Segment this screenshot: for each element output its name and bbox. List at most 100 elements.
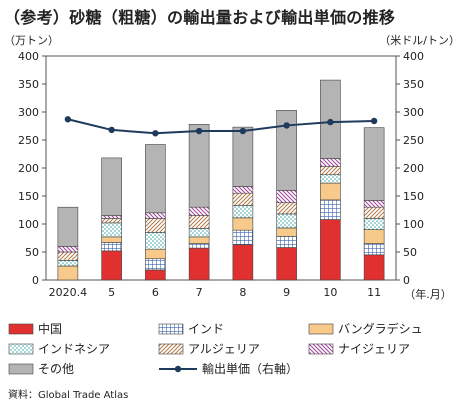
x-tick-label: 6: [152, 286, 159, 299]
bar-segment: [101, 218, 122, 224]
legend-item: バングラデシュ: [308, 320, 423, 337]
line-series: [67, 118, 375, 135]
bar-segment: [232, 126, 254, 187]
bar-segment: [57, 206, 79, 247]
x-tick-label: 11: [367, 286, 381, 299]
bar-segment: [145, 232, 166, 250]
y-right-tick-label: 0: [403, 274, 410, 287]
legend-item: 輸出単価（右軸）: [158, 360, 298, 377]
bar-segment: [188, 243, 210, 249]
legend-item: アルジェリア: [158, 340, 260, 357]
bar-segment: [363, 254, 385, 281]
y-left-tick-label: 250: [18, 134, 39, 147]
legend-swatch: [8, 323, 34, 334]
x-tick-label: 9: [283, 286, 290, 299]
legend-label: バングラデシュ: [338, 322, 423, 336]
bar-segment: [57, 246, 79, 253]
bar-segment: [232, 186, 254, 194]
bar-segment: [276, 213, 297, 229]
bar-segment: [320, 219, 341, 281]
legend-label: 輸出単価（右軸）: [202, 362, 299, 376]
source-note: 資料：Global Trade Atlas: [8, 390, 129, 401]
bar-segment: [101, 215, 122, 219]
y-left-tick-label: 300: [18, 106, 39, 119]
legend-item: ナイジェリア: [308, 340, 410, 357]
bar-segment: [188, 124, 210, 208]
legend-label: 中国: [38, 322, 63, 336]
y-left-tick-label: 150: [18, 190, 39, 203]
bar-segment: [101, 236, 122, 243]
bar-segment: [57, 251, 79, 261]
legend-label: ナイジェリア: [338, 342, 411, 356]
bar-segment: [320, 158, 341, 167]
y-right-tick-label: 250: [403, 134, 424, 147]
bar-segment: [232, 205, 254, 219]
y-right-tick-label: 400: [403, 50, 424, 63]
legend-swatch: [8, 343, 34, 354]
legend-item: インドネシア: [8, 340, 110, 357]
y-right-unit: （米ドル/トン）: [379, 34, 460, 47]
x-tick-label: 7: [196, 286, 203, 299]
legend-item: 中国: [8, 320, 62, 337]
y-left-tick-label: 350: [18, 78, 39, 91]
bar-segment: [188, 206, 210, 216]
x-tick-label: 2020.4: [49, 286, 88, 299]
bar-segment: [276, 202, 297, 215]
legend-item: インド: [158, 320, 224, 337]
x-tick-label: 5: [108, 286, 115, 299]
legend-label: アルジェリア: [188, 342, 260, 356]
legend-label: インド: [188, 322, 225, 336]
y-right-tick-label: 50: [403, 246, 417, 259]
bar-segment: [145, 269, 166, 281]
bar-segment: [101, 242, 122, 252]
line-point: [108, 126, 115, 134]
y-left-tick-label: 0: [32, 274, 39, 287]
legend-swatch: [158, 343, 184, 354]
plot-frame: [45, 55, 397, 281]
y-right-tick-label: 150: [403, 190, 424, 203]
line-point: [195, 127, 203, 135]
legend-swatch: [158, 323, 184, 334]
bar-segment: [145, 218, 166, 233]
bar-segment: [363, 200, 385, 208]
bar-segment: [320, 166, 341, 176]
bar-segment: [145, 212, 166, 219]
legend-swatch: [159, 365, 197, 372]
bar-segment: [320, 174, 341, 184]
chart-title: （参考）砂糖（粗糖）の輸出量および輸出単価の推移: [4, 8, 396, 27]
bar-segment: [232, 244, 254, 281]
legend-swatch: [308, 343, 334, 354]
chart-canvas: （万トン） （米ドル/トン） 0 0 50 50 100 100 150 150 200 200 250…: [4, 34, 460, 301]
y-left-unit: （万トン）: [4, 34, 59, 47]
bar-segment: [276, 110, 297, 191]
bar-segment: [363, 127, 385, 201]
legend-swatch: [8, 363, 34, 374]
bar-segment: [232, 229, 254, 246]
x-tick-label: 10: [323, 286, 337, 299]
bar-segment: [145, 258, 166, 271]
x-unit-label: （年.月）: [404, 287, 452, 301]
bar-segment: [101, 222, 122, 238]
bar-segment: [276, 227, 297, 237]
bar-segment: [363, 218, 385, 230]
y-right-tick-label: 350: [403, 78, 424, 91]
y-left-tick-label: 100: [18, 218, 39, 231]
y-right-tick-label: 200: [403, 162, 424, 175]
bar-segment: [232, 217, 254, 231]
bar-segment: [232, 192, 254, 206]
legend-label: インドネシア: [38, 342, 111, 356]
x-tick-label: 8: [239, 286, 246, 299]
line-point: [64, 116, 72, 123]
y-right-tick-label: 300: [403, 106, 424, 119]
line-point: [152, 130, 159, 137]
legend-label: その他: [38, 362, 75, 376]
bar-segment: [57, 265, 79, 281]
bar-segment: [188, 236, 210, 244]
bar-segment: [101, 250, 122, 281]
bar-segment: [276, 247, 297, 281]
y-left-tick-label: 50: [25, 246, 39, 259]
line-point: [239, 127, 247, 135]
y-right-tick-label: 100: [403, 218, 424, 231]
bar-segment: [57, 260, 79, 267]
bar-segment: [188, 215, 210, 229]
